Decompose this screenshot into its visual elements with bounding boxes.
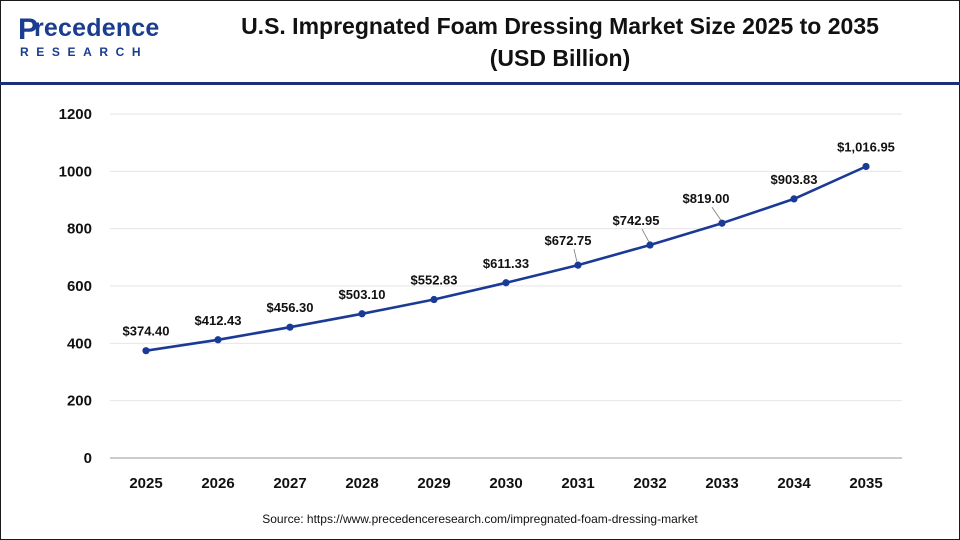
data-label: $611.33	[483, 256, 529, 271]
logo-subtitle: RESEARCH	[20, 45, 149, 59]
y-tick-label: 200	[67, 393, 92, 410]
label-leader-line	[711, 206, 722, 221]
x-tick-label: 2025	[129, 475, 162, 492]
line-chart: 0 200 400 600 800 1000 1200 2025 2026 2027 2028 202…	[59, 106, 902, 492]
source-note: Source: https://www.precedenceresearch.c…	[262, 512, 698, 526]
precedence-research-logo: P recedence RESEARCH	[18, 13, 160, 62]
data-label: $672.75	[545, 233, 592, 248]
x-tick-label: 2031	[561, 475, 594, 492]
header-divider	[0, 82, 960, 85]
data-point	[358, 310, 366, 318]
x-tick-label: 2026	[201, 475, 234, 492]
x-tick-label: 2035	[849, 475, 882, 492]
x-tick-label: 2033	[705, 475, 738, 492]
x-tick-label: 2030	[489, 475, 522, 492]
data-label: $374.40	[123, 324, 170, 339]
chart-title-line-2: (USD Billion)	[489, 45, 631, 71]
y-tick-label: 400	[67, 335, 92, 352]
x-tick-label: 2029	[417, 475, 450, 492]
y-tick-label: 1000	[59, 163, 92, 180]
logo-wordmark: recedence	[34, 14, 160, 42]
y-tick-label: 1200	[59, 106, 92, 123]
data-point	[286, 323, 294, 331]
header: P recedence RESEARCH U.S. Impregnated Fo…	[0, 0, 960, 82]
data-label: $903.83	[771, 172, 818, 187]
data-point	[862, 162, 870, 171]
data-point	[790, 195, 798, 203]
chart-title: U.S. Impregnated Foam Dressing Market Si…	[180, 10, 940, 74]
x-tick-label: 2034	[777, 475, 811, 492]
data-label: $1,016.95	[837, 139, 895, 154]
data-point	[646, 241, 654, 249]
data-label: $456.30	[267, 300, 314, 315]
x-tick-label: 2032	[633, 475, 666, 492]
y-tick-label: 800	[67, 221, 92, 238]
data-label: $503.10	[339, 287, 386, 302]
data-label: $819.00	[683, 191, 730, 206]
data-label: $552.83	[411, 273, 458, 288]
data-label: $412.43	[195, 313, 242, 328]
x-tick-label: 2027	[273, 475, 306, 492]
data-point	[142, 347, 150, 355]
data-point	[574, 261, 582, 269]
data-point	[214, 336, 222, 344]
y-tick-label: 600	[67, 278, 92, 295]
data-point	[718, 219, 726, 227]
y-tick-label: 0	[84, 450, 92, 467]
label-leader-line	[641, 228, 650, 243]
chart-area: 0 200 400 600 800 1000 1200 2025 2026 2027 2028 202…	[0, 86, 960, 506]
logo-initial: P	[18, 13, 39, 46]
chart-title-line-1: U.S. Impregnated Foam Dressing Market Si…	[241, 13, 879, 39]
x-tick-label: 2028	[345, 475, 378, 492]
data-point	[430, 295, 438, 304]
label-leader-line	[573, 249, 578, 263]
data-point	[502, 279, 510, 287]
data-label: $742.95	[613, 213, 660, 228]
